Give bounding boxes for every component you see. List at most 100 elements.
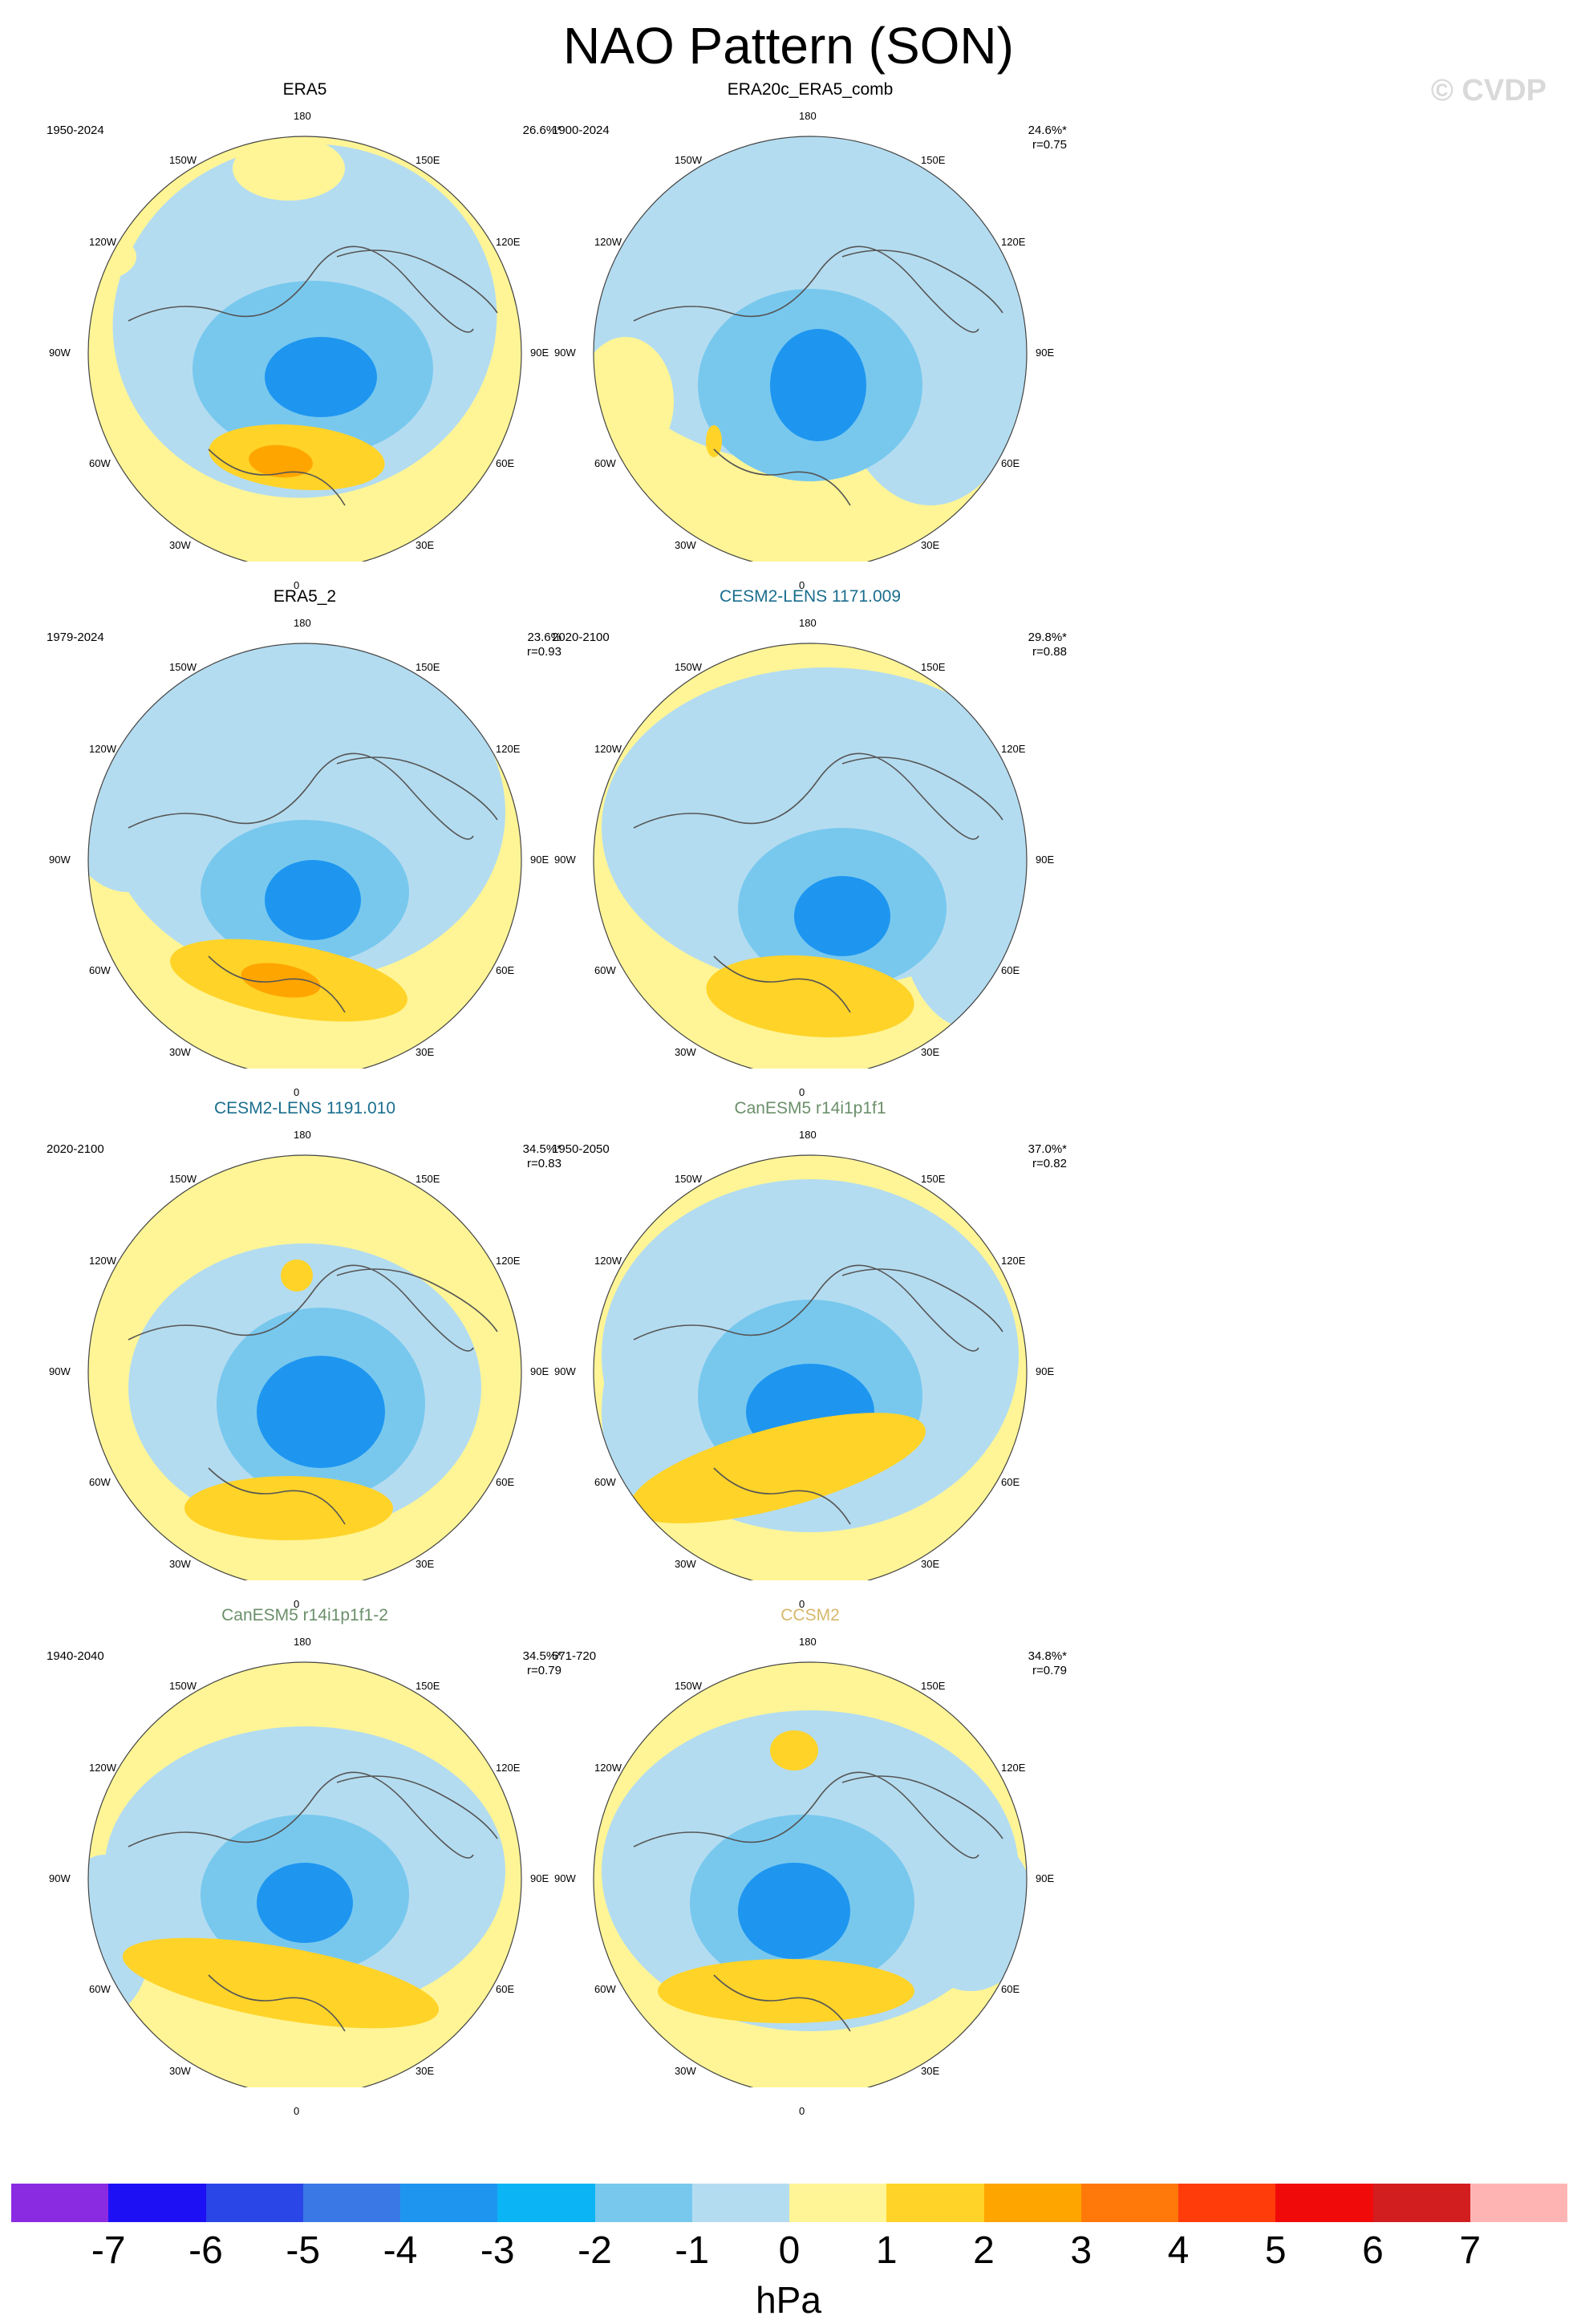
- panel-stats: 34.5%* r=0.83: [523, 1142, 561, 1171]
- colorbar-segment: [886, 2184, 984, 2222]
- longitude-label: 0: [294, 1086, 300, 1098]
- colorbar-tick-label: -6: [189, 2229, 223, 2272]
- longitude-label: 150W: [675, 154, 702, 166]
- polar-map: [593, 1154, 1028, 1580]
- colorbar-segment: [497, 2184, 595, 2222]
- map-panel: ERA5 1950-2024 26.6%* 180 0 90W 90E 150W 150E 120…: [47, 80, 561, 591]
- longitude-label: 0: [294, 2105, 300, 2117]
- longitude-label: 120W: [89, 236, 116, 248]
- longitude-label: 120W: [594, 1762, 622, 1774]
- longitude-label: 60W: [89, 1476, 111, 1488]
- polar-map: [593, 643, 1028, 1069]
- panel-stats: 26.6%*: [523, 124, 561, 138]
- map-panel: ERA20c_ERA5_comb 1900-2024 24.6%* r=0.75 180…: [552, 80, 1067, 591]
- longitude-label: 90E: [1036, 854, 1055, 866]
- longitude-label: 150W: [675, 1173, 702, 1185]
- colorbar-segment: [1275, 2184, 1373, 2222]
- longitude-label: 120E: [496, 236, 521, 248]
- longitude-label: 60E: [1001, 1983, 1020, 1995]
- pattern-correlation: r=0.82: [1032, 1157, 1067, 1170]
- longitude-label: 120E: [496, 1255, 521, 1267]
- colorbar-tick-label: -1: [675, 2229, 710, 2272]
- colorbar-segment: [1470, 2184, 1567, 2222]
- longitude-label: 150W: [169, 1680, 197, 1692]
- longitude-label: 150E: [416, 1173, 440, 1185]
- colorbar-segment: [983, 2184, 1081, 2222]
- longitude-label: 60E: [496, 964, 515, 976]
- longitude-label: 120E: [1001, 743, 1026, 755]
- longitude-label: 30W: [675, 1046, 696, 1058]
- longitude-label: 60W: [594, 1983, 616, 1995]
- longitude-label: 120W: [89, 1762, 116, 1774]
- longitude-label: 90W: [49, 347, 71, 359]
- panel-period: 2020-2100: [552, 631, 610, 644]
- panel-stats: 34.8%* r=0.79: [1028, 1649, 1067, 1678]
- pattern-correlation: r=0.93: [527, 645, 561, 659]
- colorbar-segment: [594, 2184, 692, 2222]
- pattern-correlation: r=0.83: [527, 1157, 561, 1170]
- longitude-label: 90W: [554, 1872, 576, 1884]
- longitude-label: 120W: [594, 1255, 622, 1267]
- colorbar-tick-label: 1: [875, 2229, 898, 2272]
- colorbar-segment: [1372, 2184, 1470, 2222]
- longitude-label: 150W: [169, 1173, 197, 1185]
- longitude-label: 180: [799, 617, 817, 629]
- longitude-label: 120W: [89, 743, 116, 755]
- colorbar-segment: [789, 2184, 887, 2222]
- longitude-label: 180: [799, 110, 817, 122]
- longitude-label: 0: [799, 1598, 805, 1610]
- colorbar-units: hPa: [756, 2279, 821, 2321]
- longitude-label: 120W: [594, 236, 622, 248]
- longitude-label: 30E: [921, 2065, 940, 2077]
- longitude-label: 30E: [921, 1046, 940, 1058]
- colorbar-segment: [205, 2184, 303, 2222]
- pattern-correlation: r=0.88: [1032, 645, 1067, 659]
- longitude-label: 150E: [416, 154, 440, 166]
- longitude-label: 30W: [169, 1046, 191, 1058]
- longitude-label: 0: [799, 1086, 805, 1098]
- panel-stats: 29.8%* r=0.88: [1028, 631, 1067, 659]
- map-panel: CanESM5 r14i1p1f1-2 1940-2040 34.5%* r=0.79…: [47, 1606, 561, 2117]
- map-panel: ERA5_2 1979-2024 23.6% r=0.93 180 0 90W 90E 150W…: [47, 587, 561, 1098]
- longitude-label: 90E: [530, 1365, 549, 1377]
- colorbar-segment: [691, 2184, 789, 2222]
- longitude-label: 180: [294, 110, 311, 122]
- explained-variance: 24.6%*: [1028, 124, 1067, 137]
- longitude-label: 60W: [594, 964, 616, 976]
- longitude-label: 90E: [530, 347, 549, 359]
- longitude-label: 30W: [169, 2065, 191, 2077]
- map-panel: CanESM5 r14i1p1f1 1950-2050 37.0%* r=0.82 18…: [552, 1099, 1067, 1610]
- polar-map: [593, 136, 1028, 562]
- longitude-label: 0: [799, 579, 805, 591]
- panel-period: 2020-2100: [47, 1142, 104, 1156]
- polar-map: [87, 1154, 522, 1580]
- panel-period: 571-720: [552, 1649, 597, 1663]
- map-panel: CCSM2 571-720 34.8%* r=0.79 180 0 90W 90E 150W 15…: [552, 1606, 1067, 2117]
- panel-period: 1900-2024: [552, 124, 610, 137]
- longitude-label: 30E: [921, 539, 940, 551]
- longitude-label: 30E: [416, 1046, 435, 1058]
- colorbar-segment: [302, 2184, 400, 2222]
- explained-variance: 23.6%: [527, 631, 561, 644]
- longitude-label: 180: [799, 1636, 817, 1648]
- panel-title: CESM2-LENS 1191.010: [213, 1099, 396, 1117]
- panel-stats: 23.6% r=0.93: [527, 631, 561, 659]
- panel-title: ERA5: [282, 80, 327, 99]
- longitude-label: 60E: [496, 1476, 515, 1488]
- panel-title: CCSM2: [780, 1606, 840, 1624]
- longitude-label: 30E: [921, 1558, 940, 1570]
- longitude-label: 60W: [89, 1983, 111, 1995]
- colorbar-segment: [1178, 2184, 1276, 2222]
- longitude-label: 150E: [921, 154, 946, 166]
- longitude-label: 180: [294, 1129, 311, 1141]
- longitude-label: 90E: [530, 1872, 549, 1884]
- colorbar-tick-label: 0: [778, 2229, 801, 2272]
- longitude-label: 90W: [49, 1872, 71, 1884]
- longitude-label: 60E: [1001, 1476, 1020, 1488]
- colorbar-segment: [11, 2184, 109, 2222]
- longitude-label: 30W: [675, 539, 696, 551]
- longitude-label: 180: [294, 1636, 311, 1648]
- panel-title: ERA5_2: [273, 587, 337, 606]
- longitude-label: 120E: [496, 743, 521, 755]
- longitude-label: 90W: [49, 854, 71, 866]
